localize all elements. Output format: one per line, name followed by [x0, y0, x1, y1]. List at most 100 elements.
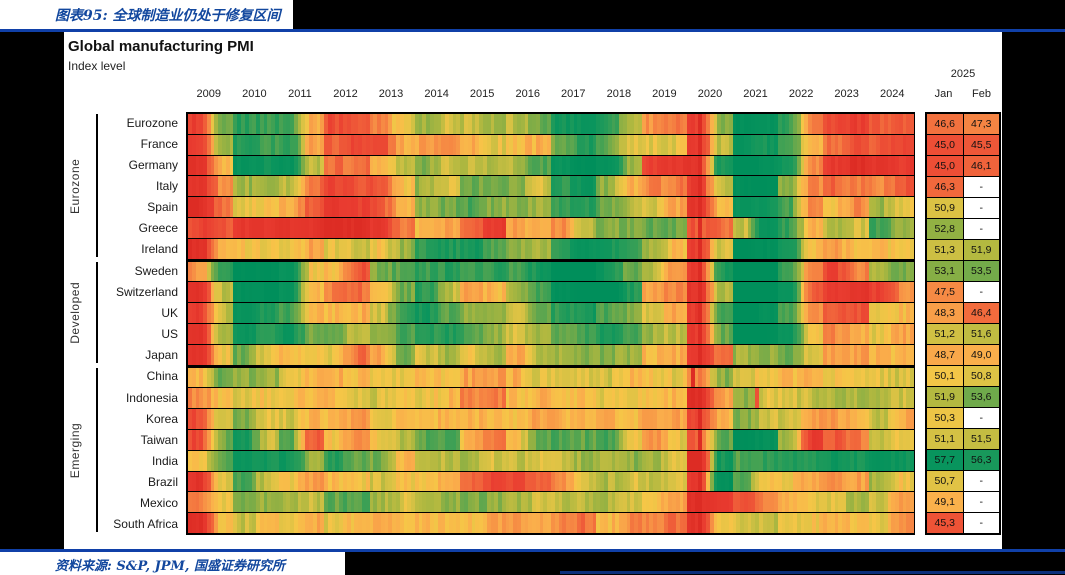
heatmap-cell [293, 303, 298, 323]
heatmap-cell [256, 409, 260, 429]
heatmap-cell [581, 367, 586, 388]
heatmap-cell [191, 492, 196, 513]
heatmap-cell [842, 238, 846, 259]
heatmap-cell [573, 261, 578, 282]
heatmap-cell [403, 155, 408, 176]
heatmap-cell [233, 471, 238, 492]
heatmap-cell [906, 155, 911, 176]
heatmap-cell [418, 176, 423, 197]
heatmap-cell [369, 197, 374, 217]
heatmap-cell [293, 513, 298, 533]
heatmap-cell [777, 409, 782, 429]
heatmap-cell [327, 344, 332, 365]
heatmap-cell [494, 323, 499, 344]
heatmap-cell [222, 367, 226, 388]
heatmap-cell [384, 429, 389, 450]
heatmap-cell [214, 367, 219, 388]
heatmap-cell [740, 323, 744, 344]
heatmap-cell [758, 367, 763, 388]
heatmap-cell [286, 492, 291, 513]
heatmap-cell [445, 367, 449, 388]
heatmap-cell [206, 217, 211, 238]
heatmap-cell [672, 388, 676, 409]
heatmap-cell [834, 513, 839, 533]
heatmap-cell [834, 155, 839, 176]
heatmap-cell [290, 197, 294, 217]
heatmap-cell [233, 114, 238, 134]
heatmap-cell [577, 155, 582, 176]
heatmap-cell [278, 114, 283, 134]
heatmap-cell [331, 409, 336, 429]
heatmap-cell [475, 197, 480, 217]
heatmap-cell [645, 197, 650, 217]
heatmap-cell [838, 471, 843, 492]
heatmap-cell [656, 323, 661, 344]
value-row-greece: 52,8- [927, 219, 999, 240]
heatmap-cell [853, 282, 858, 303]
heatmap-cell [895, 388, 899, 409]
heatmap-cell [664, 450, 669, 471]
heatmap-cell [883, 134, 888, 155]
heatmap-cell [615, 513, 620, 533]
heatmap-cell [471, 155, 476, 176]
heatmap-cell [482, 513, 487, 533]
heatmap-cell [411, 238, 415, 259]
heatmap-cell [762, 409, 767, 429]
heatmap-cell [218, 429, 223, 450]
heatmap-cell [430, 114, 434, 134]
heatmap-cell [607, 429, 612, 450]
heatmap-cell [819, 409, 824, 429]
heatmap-cell [868, 323, 873, 344]
heatmap-cell [793, 388, 797, 409]
heatmap-cell [891, 367, 896, 388]
heatmap-cell [520, 261, 525, 282]
heatmap-cell [486, 367, 491, 388]
heatmap-cell [335, 155, 340, 176]
heatmap-cell [392, 513, 396, 533]
heatmap-cell [902, 134, 907, 155]
heatmap-cell [774, 217, 778, 238]
heatmap-cell [373, 238, 378, 259]
heatmap-cell [619, 282, 623, 303]
heatmap-cell [656, 409, 661, 429]
heatmap-cell [569, 344, 574, 365]
heatmap-cell [520, 450, 525, 471]
heatmap-cell [849, 367, 854, 388]
heatmap-cell [509, 450, 514, 471]
heatmap-cell [808, 217, 812, 238]
heatmap-cell [384, 450, 389, 471]
heatmap-cell [758, 492, 763, 513]
heatmap-cell [702, 303, 707, 323]
heatmap-cell [672, 409, 676, 429]
heatmap-cell [437, 197, 442, 217]
heatmap-cell [543, 429, 548, 450]
heatmap-cell [471, 513, 476, 533]
heatmap-cell [774, 513, 778, 533]
heatmap-cell [687, 388, 691, 409]
heatmap-cell [388, 388, 393, 409]
heatmap-cell [225, 176, 230, 197]
heatmap-cell [539, 471, 544, 492]
heatmap-cell [619, 513, 623, 533]
heatmap-cell [660, 344, 665, 365]
heatmap-cell [800, 197, 805, 217]
heatmap-cell [271, 303, 275, 323]
heatmap-cell [789, 450, 793, 471]
heatmap-cell [566, 344, 570, 365]
heatmap-cell [475, 134, 480, 155]
heatmap-cell [293, 388, 298, 409]
heatmap-cell [645, 492, 650, 513]
heatmap-cell [789, 217, 793, 238]
heatmap-cell [645, 323, 650, 344]
heatmap-cell [619, 367, 623, 388]
heatmap-cell [774, 492, 778, 513]
heatmap-cell [675, 176, 680, 197]
heatmap-cell [377, 176, 381, 197]
heatmap-cell [815, 282, 820, 303]
heatmap-cell [263, 409, 268, 429]
heatmap-cell [267, 217, 272, 238]
heatmap-cell [411, 134, 415, 155]
heatmap-cell [516, 492, 521, 513]
heatmap-cell [849, 388, 854, 409]
heatmap-cell [592, 344, 597, 365]
